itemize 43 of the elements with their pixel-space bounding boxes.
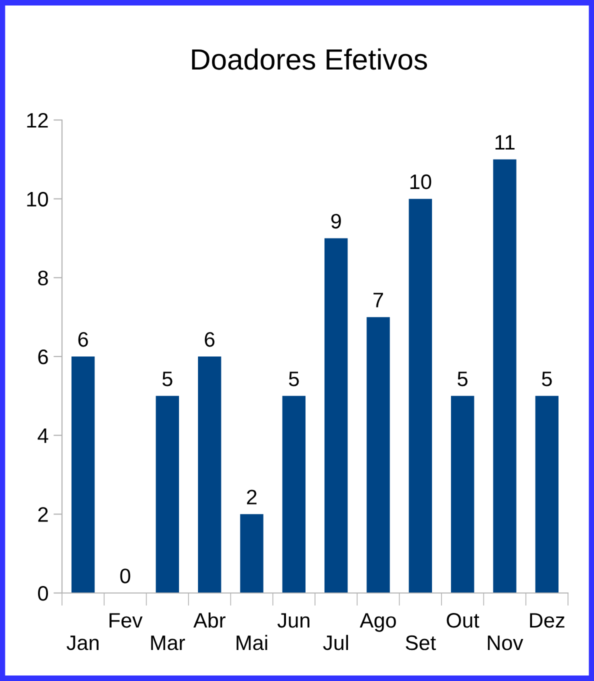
y-tick-label: 8	[38, 270, 48, 286]
data-label: 5	[458, 372, 468, 386]
data-label: 2	[247, 490, 256, 504]
data-label: 5	[288, 372, 299, 386]
data-label: 11	[496, 135, 515, 150]
data-label: 10	[410, 174, 432, 190]
bar	[156, 396, 180, 593]
bar	[535, 396, 559, 593]
x-tick-label: Out	[446, 612, 480, 628]
y-tick-label: 2	[38, 507, 48, 522]
bar	[493, 159, 516, 593]
y-tick-label: 4	[38, 428, 48, 443]
x-tick-label: Mar	[151, 636, 186, 650]
bar	[71, 356, 95, 593]
x-tick-label: Jun	[277, 613, 310, 628]
data-label: 5	[162, 372, 172, 386]
x-tick-label: Ago	[360, 613, 396, 632]
y-tick-label: 10	[27, 192, 48, 207]
y-tick-label: 6	[38, 350, 48, 364]
x-tick-label: Jan	[66, 636, 99, 650]
bar	[450, 396, 474, 593]
data-label: 7	[374, 292, 383, 308]
x-tick-label: Abr	[193, 612, 226, 628]
x-tick-label: Nov	[488, 636, 524, 650]
bar	[240, 514, 264, 593]
y-tick-label: 12	[27, 113, 48, 128]
data-label: 5	[542, 372, 552, 386]
bar	[198, 356, 222, 593]
bar	[366, 317, 390, 593]
data-label: 9	[331, 214, 341, 229]
x-tick-label: Jul	[323, 634, 348, 650]
bar	[408, 198, 432, 593]
x-tick-label: Mai	[236, 634, 268, 650]
y-tick-label: 0	[38, 586, 48, 601]
x-tick-label: Dez	[530, 613, 564, 628]
x-tick-label: Fev	[110, 613, 143, 628]
chart-title: Doadores Efetivos	[192, 48, 427, 70]
bar	[282, 396, 306, 593]
data-label: 6	[78, 332, 88, 347]
data-label: 0	[120, 568, 130, 584]
data-label: 6	[204, 332, 214, 347]
bar	[324, 238, 348, 593]
x-tick-label: Set	[406, 635, 436, 650]
